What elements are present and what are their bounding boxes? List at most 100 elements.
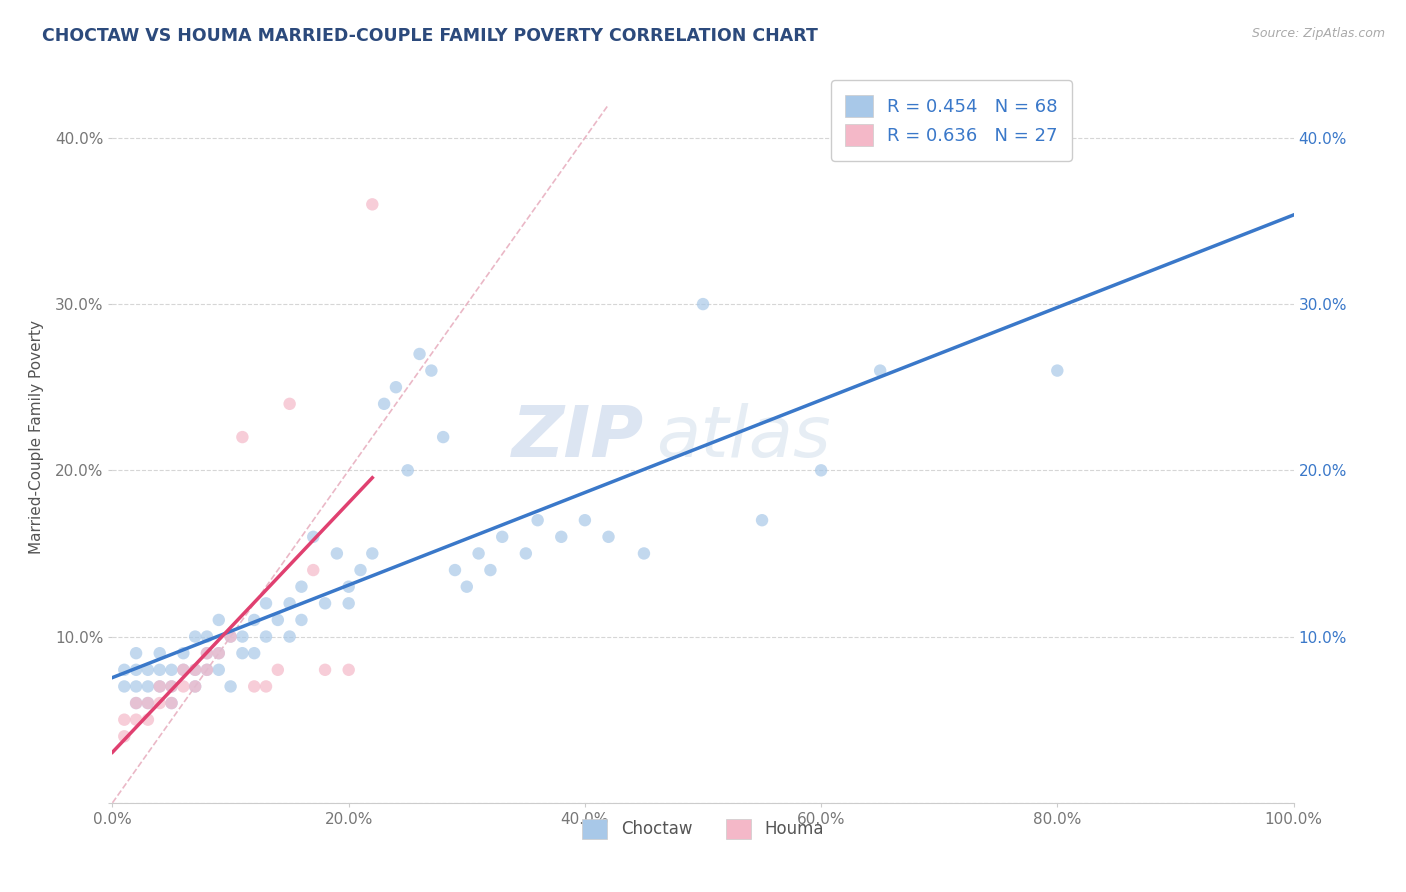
Point [136,696,159,710]
Point [208,646,231,660]
Point [243,680,266,694]
Point [254,596,277,610]
Legend: Choctaw, Houma: Choctaw, Houma [576,812,830,846]
Point [302,530,325,544]
Point [385,380,408,394]
Point [267,663,290,677]
Point [112,680,135,694]
Point [219,630,242,644]
Point [550,530,572,544]
Point [149,696,172,710]
Point [149,680,172,694]
Point [692,297,714,311]
Point [869,363,891,377]
Point [420,363,443,377]
Point [598,530,620,544]
Point [254,680,277,694]
Point [149,663,172,677]
Point [444,563,467,577]
Point [267,613,290,627]
Point [160,696,183,710]
Point [160,680,183,694]
Point [219,680,242,694]
Text: ZIP: ZIP [512,402,644,472]
Point [574,513,596,527]
Point [208,646,231,660]
Point [136,696,159,710]
Point [810,463,832,477]
Point [136,713,159,727]
Point [149,646,172,660]
Point [112,663,135,677]
Point [160,696,183,710]
Point [195,663,218,677]
Point [337,596,360,610]
Point [314,663,336,677]
Point [526,513,548,527]
Point [195,663,218,677]
Point [208,613,231,627]
Point [125,696,148,710]
Point [136,680,159,694]
Point [290,580,312,594]
Point [125,713,148,727]
Point [112,713,135,727]
Point [326,546,349,560]
Text: CHOCTAW VS HOUMA MARRIED-COUPLE FAMILY POVERTY CORRELATION CHART: CHOCTAW VS HOUMA MARRIED-COUPLE FAMILY P… [42,27,818,45]
Point [231,430,253,444]
Point [349,563,371,577]
Point [184,680,207,694]
Point [1046,363,1069,377]
Point [302,563,325,577]
Point [160,663,183,677]
Point [290,613,312,627]
Point [125,663,148,677]
Point [184,663,207,677]
Point [172,680,194,694]
Point [136,663,159,677]
Point [184,680,207,694]
Point [195,646,218,660]
Point [479,563,502,577]
Text: atlas: atlas [655,402,831,472]
Point [184,630,207,644]
Point [278,596,301,610]
Point [361,197,384,211]
Point [160,680,183,694]
Point [172,663,194,677]
Point [243,646,266,660]
Point [467,546,489,560]
Point [125,696,148,710]
Y-axis label: Married-Couple Family Poverty: Married-Couple Family Poverty [30,320,44,554]
Point [195,630,218,644]
Point [456,580,478,594]
Point [172,646,194,660]
Point [208,663,231,677]
Point [396,463,419,477]
Point [278,630,301,644]
Point [125,680,148,694]
Point [373,397,395,411]
Point [408,347,430,361]
Point [195,646,218,660]
Point [633,546,655,560]
Point [172,663,194,677]
Point [231,646,253,660]
Point [432,430,454,444]
Point [278,397,301,411]
Point [515,546,537,560]
Point [337,663,360,677]
Point [254,630,277,644]
Point [149,680,172,694]
Point [243,613,266,627]
Point [112,729,135,743]
Point [219,630,242,644]
Point [184,663,207,677]
Point [231,630,253,644]
Point [361,546,384,560]
Point [125,646,148,660]
Point [314,596,336,610]
Point [751,513,773,527]
Text: Source: ZipAtlas.com: Source: ZipAtlas.com [1251,27,1385,40]
Point [337,580,360,594]
